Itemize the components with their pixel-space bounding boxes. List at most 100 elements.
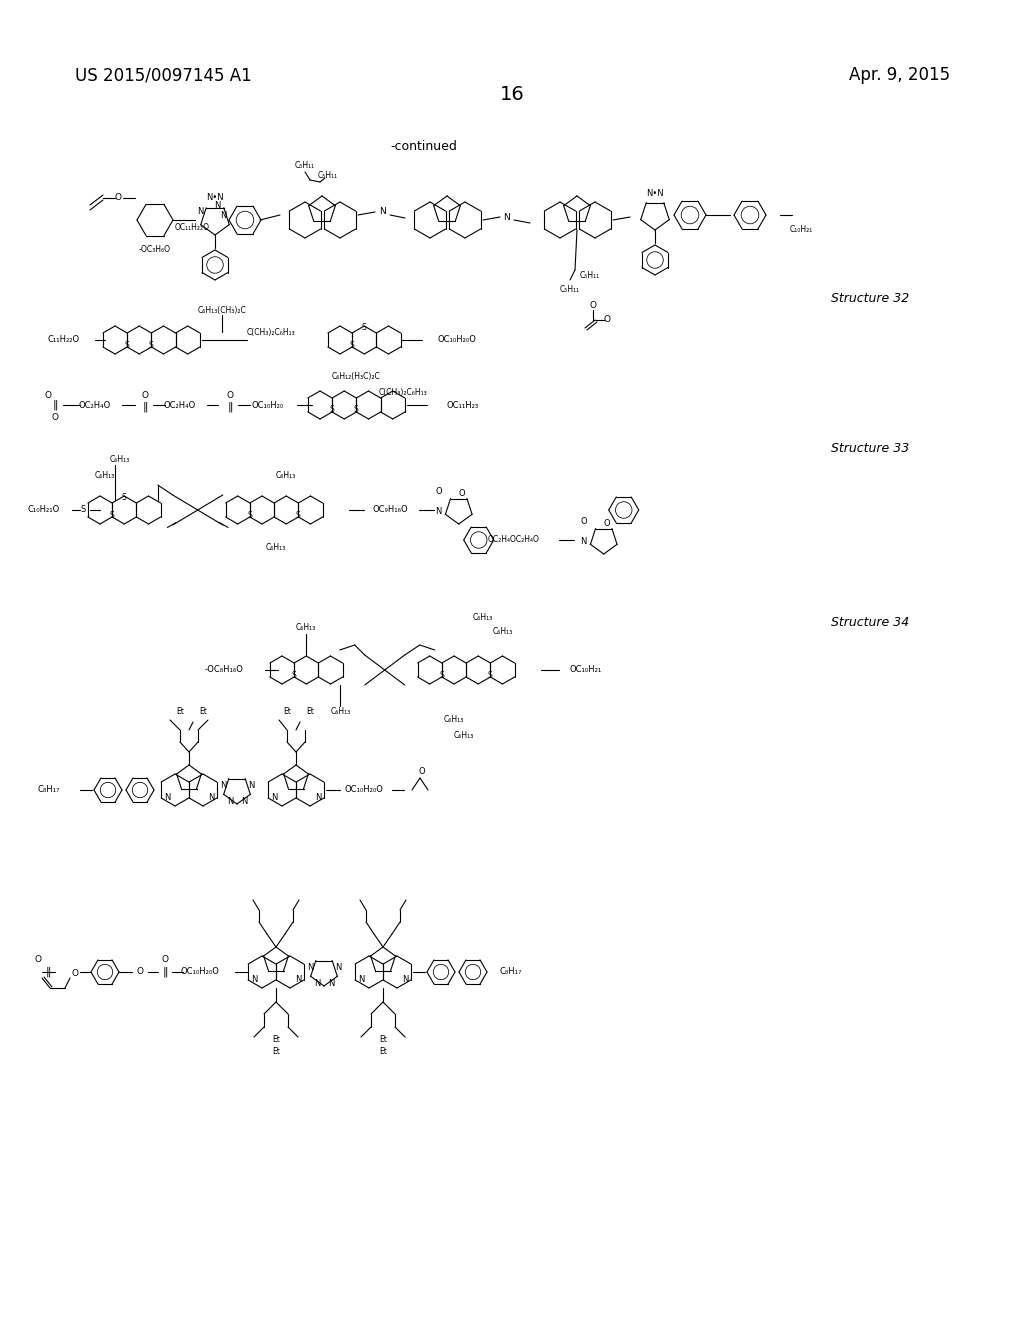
Text: N: N xyxy=(164,793,170,803)
Text: C₆H₁₃: C₆H₁₃ xyxy=(296,623,316,632)
Text: O: O xyxy=(419,767,425,776)
Text: O: O xyxy=(115,194,122,202)
Text: C₆H₁₃: C₆H₁₃ xyxy=(110,455,130,465)
Text: OC₁₀H₂₀O: OC₁₀H₂₀O xyxy=(344,785,383,795)
Text: N: N xyxy=(401,975,409,985)
Text: C(CH₃)₂C₆H₁₃: C(CH₃)₂C₆H₁₃ xyxy=(247,327,296,337)
Text: O: O xyxy=(603,520,610,528)
Text: OC₁₀H₂₀O: OC₁₀H₂₀O xyxy=(180,968,219,977)
Text: C₅H₁₁: C₅H₁₁ xyxy=(317,172,338,181)
Text: N: N xyxy=(328,979,334,989)
Text: N: N xyxy=(335,962,341,972)
Text: N: N xyxy=(313,979,321,989)
Text: 16: 16 xyxy=(500,86,524,104)
Text: N: N xyxy=(241,797,247,807)
Text: N•N: N•N xyxy=(206,194,224,202)
Text: O: O xyxy=(162,956,169,965)
Text: -continued: -continued xyxy=(390,140,457,153)
Text: OC₉H₁₆O: OC₉H₁₆O xyxy=(373,506,409,515)
Text: ‖: ‖ xyxy=(52,400,57,411)
Text: ‖: ‖ xyxy=(142,401,147,412)
Text: S: S xyxy=(292,671,297,680)
Text: O: O xyxy=(72,969,79,978)
Text: C₆H₁₃(CH₃)₂C: C₆H₁₃(CH₃)₂C xyxy=(198,305,247,314)
Text: C₅H₁₁: C₅H₁₁ xyxy=(560,285,580,294)
Text: -OC₃H₆O: -OC₃H₆O xyxy=(139,246,171,255)
Text: C₅H₁₁: C₅H₁₁ xyxy=(580,271,600,280)
Text: S: S xyxy=(361,323,367,333)
Text: Et: Et xyxy=(379,1048,387,1056)
Text: ‖: ‖ xyxy=(162,966,168,977)
Text: OC₁₁H₂₂O: OC₁₁H₂₂O xyxy=(175,223,210,232)
Text: OC₂H₄O: OC₂H₄O xyxy=(164,400,197,409)
Text: Et: Et xyxy=(379,1035,387,1044)
Text: N: N xyxy=(208,793,214,803)
Text: N: N xyxy=(357,975,365,985)
Text: C₆H₁₃: C₆H₁₃ xyxy=(473,614,494,623)
Text: Et: Et xyxy=(306,708,314,717)
Text: Et: Et xyxy=(272,1048,280,1056)
Text: O: O xyxy=(51,412,58,421)
Text: C(CH₃)₂C₆H₁₃: C(CH₃)₂C₆H₁₃ xyxy=(379,388,427,397)
Text: O: O xyxy=(581,517,587,527)
Text: C₆H₁₃: C₆H₁₃ xyxy=(266,544,287,553)
Text: S: S xyxy=(110,511,115,520)
Text: N: N xyxy=(435,507,442,516)
Text: OC₂H₄O: OC₂H₄O xyxy=(79,400,112,409)
Text: Et: Et xyxy=(199,708,207,717)
Text: O: O xyxy=(590,301,597,309)
Text: N: N xyxy=(504,213,510,222)
Text: O: O xyxy=(459,490,465,499)
Text: C₆H₁₃: C₆H₁₃ xyxy=(95,470,115,479)
Text: N: N xyxy=(307,962,313,972)
Text: S: S xyxy=(296,511,301,520)
Text: N: N xyxy=(226,797,233,807)
Text: O: O xyxy=(35,956,42,965)
Text: N: N xyxy=(581,537,587,546)
Text: US 2015/0097145 A1: US 2015/0097145 A1 xyxy=(75,66,252,84)
Text: OC₁₀H₂₀O: OC₁₀H₂₀O xyxy=(437,335,476,345)
Text: Structure 33: Structure 33 xyxy=(830,441,909,454)
Text: S: S xyxy=(330,405,335,414)
Text: Et: Et xyxy=(272,1035,280,1044)
Text: S: S xyxy=(122,494,127,503)
Text: Apr. 9, 2015: Apr. 9, 2015 xyxy=(849,66,950,84)
Text: C₅H₁₁: C₅H₁₁ xyxy=(295,161,315,169)
Text: N: N xyxy=(295,975,301,985)
Text: C₁₀H₂₁O: C₁₀H₂₁O xyxy=(28,506,60,515)
Text: N: N xyxy=(380,207,386,216)
Text: N: N xyxy=(251,975,257,985)
Text: N: N xyxy=(214,202,220,210)
Text: C₆H₁₃: C₆H₁₃ xyxy=(331,708,350,717)
Text: C₈H₁₇: C₈H₁₇ xyxy=(38,785,60,795)
Text: S: S xyxy=(125,341,129,350)
Text: O: O xyxy=(603,315,610,325)
Text: C₆H₁₃: C₆H₁₃ xyxy=(443,715,464,725)
Text: C₆H₁₃: C₆H₁₃ xyxy=(454,730,474,739)
Text: O: O xyxy=(435,487,442,496)
Text: Et: Et xyxy=(176,708,184,717)
Text: S: S xyxy=(80,506,86,515)
Text: O: O xyxy=(226,391,233,400)
Text: Et: Et xyxy=(283,708,291,717)
Text: ‖: ‖ xyxy=(227,401,232,412)
Text: OC₂H₄OC₂H₄O: OC₂H₄OC₂H₄O xyxy=(487,536,540,544)
Text: S: S xyxy=(354,405,358,414)
Text: S: S xyxy=(350,341,354,350)
Text: N: N xyxy=(248,780,254,789)
Text: N: N xyxy=(220,211,226,220)
Text: C₈H₁₇: C₈H₁₇ xyxy=(499,968,521,977)
Text: N•N: N•N xyxy=(646,189,664,198)
Text: S: S xyxy=(248,511,252,520)
Text: O: O xyxy=(44,391,51,400)
Text: N: N xyxy=(197,207,203,216)
Text: OC₁₀H₂₁: OC₁₀H₂₁ xyxy=(569,665,602,675)
Text: C₁₀H₂₁: C₁₀H₂₁ xyxy=(790,226,813,235)
Text: S: S xyxy=(150,341,154,350)
Text: C₆H₁₂(H₃C)₂C: C₆H₁₂(H₃C)₂C xyxy=(332,372,381,381)
Text: C₆H₁₃: C₆H₁₃ xyxy=(493,627,513,636)
Text: Structure 34: Structure 34 xyxy=(830,615,909,628)
Text: N: N xyxy=(314,793,322,803)
Text: OC₁₀H₂₀: OC₁₀H₂₀ xyxy=(252,400,284,409)
Text: C₁₁H₂₂O: C₁₁H₂₂O xyxy=(48,335,80,345)
